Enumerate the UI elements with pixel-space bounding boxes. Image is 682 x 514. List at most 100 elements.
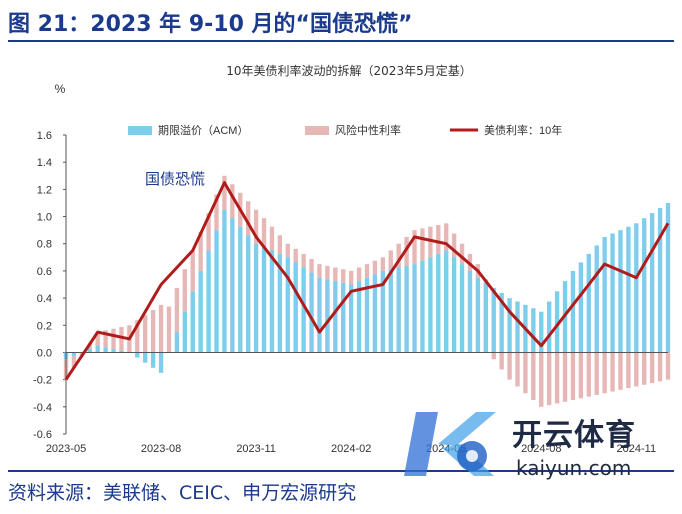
bar-neutral-rate	[293, 248, 298, 263]
kaiyun-soccer-logo-icon	[404, 412, 496, 476]
bar-neutral-rate	[649, 352, 655, 384]
bar-neutral-rate	[325, 265, 330, 280]
bar-term-premium	[610, 233, 615, 353]
bar-neutral-rate	[301, 253, 306, 268]
source-divider	[8, 470, 674, 472]
bar-neutral-rate	[190, 250, 195, 292]
bar-term-premium	[451, 257, 457, 353]
bar-term-premium	[396, 267, 401, 353]
bar-neutral-rate	[261, 218, 267, 248]
source-note: 资料来源：美联储、CEIC、申万宏源研究	[8, 482, 357, 504]
bar-neutral-rate	[214, 194, 219, 231]
bar-term-premium	[642, 218, 647, 353]
bar-neutral-rate	[103, 330, 108, 348]
bar-neutral-rate	[309, 259, 314, 273]
x-tick-label: 2024-11	[617, 443, 657, 455]
bar-neutral-rate	[586, 352, 591, 397]
bar-neutral-rate	[372, 260, 378, 275]
bar-term-premium	[277, 253, 283, 353]
legend: 期限溢价（ACM） 风险中性利率 美债利率：10年	[128, 123, 562, 137]
bar-neutral-rate	[420, 228, 425, 261]
bar-term-premium	[618, 230, 623, 353]
bar-term-premium	[198, 270, 203, 353]
bar-term-premium	[246, 235, 251, 353]
bar-term-premium	[174, 332, 180, 353]
legend-label: 美债利率：10年	[484, 123, 562, 137]
bar-neutral-rate	[269, 226, 275, 251]
bar-neutral-rate	[348, 270, 354, 285]
bar-term-premium	[602, 236, 607, 353]
bar-term-premium	[341, 282, 346, 353]
bar-term-premium	[428, 257, 433, 353]
watermark: 开云体育 kaiyun.com	[398, 404, 674, 484]
bar-term-premium	[626, 226, 631, 353]
bar-neutral-rate	[150, 309, 156, 353]
bar-neutral-rate	[182, 269, 187, 312]
bar-neutral-rate	[499, 352, 504, 370]
x-tick-label: 2023-11	[236, 443, 276, 455]
bar-neutral-rate	[539, 352, 544, 407]
bar-neutral-rate	[626, 352, 631, 389]
bar-term-premium	[404, 265, 409, 353]
bar-term-premium	[135, 352, 140, 358]
bar-term-premium	[325, 279, 330, 353]
x-tick-label: 2024-08	[521, 443, 561, 455]
x-tick-label: 2023-05	[46, 443, 86, 455]
bar-term-premium	[111, 349, 116, 353]
bar-neutral-rate	[642, 352, 647, 385]
bar-term-premium	[222, 209, 227, 353]
bar-term-premium	[634, 223, 639, 353]
bar-term-premium	[507, 298, 512, 353]
bar-term-premium	[388, 269, 393, 353]
bar-term-premium	[150, 352, 156, 368]
y-tick-label: -0.6	[33, 429, 52, 441]
bar-neutral-rate	[333, 267, 338, 282]
bar-neutral-rate	[364, 264, 370, 278]
bar-term-premium	[214, 230, 219, 353]
figure-title: 图 21：2023 年 9-10 月的“国债恐慌”	[8, 12, 413, 37]
bar-neutral-rate	[246, 201, 251, 236]
bar-term-premium	[190, 291, 195, 353]
x-tick-label: 2023-08	[141, 443, 181, 455]
bar-term-premium	[467, 270, 473, 353]
bar-term-premium	[317, 277, 322, 353]
bar-term-premium	[665, 202, 671, 353]
bar-term-premium	[261, 247, 267, 353]
bar-term-premium	[459, 264, 465, 353]
bar-neutral-rate	[515, 352, 520, 387]
bar-term-premium	[436, 253, 441, 353]
bar-term-premium	[87, 349, 92, 353]
bar-neutral-rate	[222, 175, 227, 210]
watermark-brand-en: kaiyun.com	[516, 456, 632, 480]
bar-neutral-rate	[95, 332, 100, 346]
bar-neutral-rate	[554, 352, 560, 404]
bar-neutral-rate	[396, 243, 401, 268]
series-line-10y-yield	[64, 181, 670, 381]
bar-neutral-rate	[285, 243, 290, 258]
bar-term-premium	[285, 257, 290, 353]
y-tick-label: 1.0	[37, 212, 52, 224]
bar-term-premium	[309, 272, 314, 353]
bar-term-premium	[547, 301, 552, 353]
bar-neutral-rate	[341, 269, 346, 283]
y-tick-label: 1.2	[37, 184, 52, 196]
y-tick-label: -0.4	[33, 402, 52, 414]
bar-neutral-rate	[451, 233, 457, 258]
legend-label: 期限溢价（ACM）	[158, 123, 248, 137]
bar-term-premium	[539, 311, 544, 353]
y-tick-label: 1.4	[37, 157, 52, 169]
bar-term-premium	[103, 347, 108, 353]
bar-term-premium	[119, 350, 124, 353]
bar-neutral-rate	[71, 355, 77, 368]
chart-title: 10年美债利率波动的拆解（2023年5月定基）	[226, 63, 471, 78]
bar-term-premium	[238, 226, 243, 353]
bar-neutral-rate	[634, 352, 639, 387]
bar-neutral-rate	[618, 352, 623, 390]
y-tick-label: 0.0	[37, 347, 52, 359]
bar-neutral-rate	[206, 213, 211, 251]
bar-term-premium	[444, 250, 449, 353]
bar-term-premium	[412, 264, 417, 353]
bar-term-premium	[570, 270, 576, 353]
bar-neutral-rate	[594, 352, 599, 395]
bar-neutral-rate	[570, 352, 576, 401]
